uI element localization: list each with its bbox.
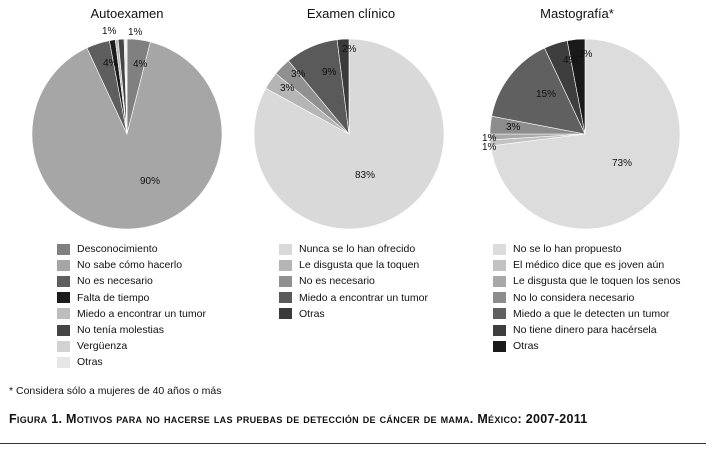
legend-item: Nunca se lo han ofrecido [279, 241, 428, 257]
legend-label: No sabe cómo hacerlo [77, 259, 183, 272]
legend-swatch [493, 340, 506, 352]
legend-label: Le disgusta que la toquen [299, 259, 420, 272]
legend-item: No tiene dinero para hacérsela [493, 322, 681, 338]
legend-item: Miedo a que le detecten un tumor [493, 306, 681, 322]
pie-label-no-lo-considera-necesario: 3% [506, 122, 521, 133]
legend-swatch [493, 275, 506, 287]
legend-item: Vergüenza [57, 338, 206, 354]
pie-label-no-tenia-molestias: 1% [128, 27, 143, 38]
pie-label-desconocimiento: 4% [133, 59, 148, 70]
chart-title-autoexamen: Autoexamen [90, 6, 164, 21]
legend-label: Miedo a encontrar un tumor [77, 307, 206, 320]
pie-autoexamen: 4% 90% 4% 1% 1% [31, 26, 223, 230]
legend-label: El médico dice que es joven aún [513, 259, 665, 272]
pie-slice-no-sabe-como-hacerlo [31, 41, 223, 230]
legend-swatch [57, 340, 70, 352]
legend-item: Le disgusta que la toquen [279, 257, 428, 273]
footnote: * Considera sólo a mujeres de 40 años o … [9, 385, 222, 397]
legend-examen-clinico: Nunca se lo han ofrecido Le disgusta que … [279, 241, 428, 322]
legend-swatch [57, 292, 70, 304]
legend-item: Otras [493, 338, 681, 354]
legend-label: Otras [513, 340, 539, 353]
legend-swatch [493, 292, 506, 304]
legend-label: Le disgusta que le toquen los senos [513, 275, 681, 288]
legend-swatch [279, 308, 292, 320]
legend-item: Miedo a encontrar un tumor [279, 290, 428, 306]
legend-label: Miedo a encontrar un tumor [299, 291, 428, 304]
legend-swatch [279, 243, 292, 255]
legend-item: Otras [279, 306, 428, 322]
legend-mastografia: No se lo han propuesto El médico dice que… [493, 241, 681, 354]
legend-item: Falta de tiempo [57, 290, 206, 306]
legend-item: Le disgusta que le toquen los senos [493, 273, 681, 289]
legend-item: Otras [57, 354, 206, 370]
legend-swatch [57, 259, 70, 271]
pie-label-no-tiene-dinero-para-hacersela: 4% [563, 55, 578, 66]
legend-label: No tenía molestias [77, 324, 164, 337]
legend-label: Vergüenza [77, 340, 128, 353]
legend-swatch [279, 292, 292, 304]
pie-label-miedo-a-que-le-detecten-un-tumor: 15% [536, 89, 556, 100]
legend-item: No sabe cómo hacerlo [57, 257, 206, 273]
figure-caption: Figura 1. Motivos para no hacerse las pr… [9, 412, 588, 426]
pie-label-nunca-se-lo-han-ofrecido: 83% [355, 170, 375, 181]
legend-label: Falta de tiempo [77, 291, 150, 304]
legend-swatch [57, 308, 70, 320]
pie-label-no-es-necesario: 4% [103, 58, 118, 69]
pie-label-no-se-lo-han-propuesto: 73% [612, 158, 632, 169]
pie-label-otras: 3% [578, 49, 593, 60]
pie-examen-clinico: 83% 3% 3% 9% 2% [253, 38, 445, 230]
legend-item: No se lo han propuesto [493, 241, 681, 257]
legend-item: El médico dice que es joven aún [493, 257, 681, 273]
legend-item: No es necesario [57, 273, 206, 289]
pie-label-falta-de-tiempo: 1% [102, 26, 117, 37]
pie-slice-otras [125, 38, 128, 135]
divider [0, 443, 706, 444]
legend-swatch [279, 275, 292, 287]
pie-label-el-medico-dice-que-es-joven-aun: 1% [482, 133, 497, 144]
pie-mastografia: 73%1%1%3%15%4%3% [482, 38, 681, 230]
pie-slice-miedo-a-que-le-detecten-un-tumor [491, 47, 586, 135]
legend-swatch [493, 243, 506, 255]
legend-label: Nunca se lo han ofrecido [299, 243, 416, 256]
legend-label: Miedo a que le detecten un tumor [513, 307, 670, 320]
legend-swatch [57, 324, 70, 336]
legend-item: No es necesario [279, 273, 428, 289]
legend-swatch [57, 243, 70, 255]
pie-label-no-es-necesario: 3% [291, 69, 306, 80]
legend-swatch [279, 259, 292, 271]
legend-swatch [493, 308, 506, 320]
legend-label: No lo considera necesario [513, 291, 635, 304]
legend-item: No tenía molestias [57, 322, 206, 338]
legend-label: No se lo han propuesto [513, 243, 622, 256]
legend-label: Otras [299, 307, 325, 320]
pie-label-le-disgusta-que-le-toquen-los-senos: 1% [482, 142, 497, 153]
legend-item: Miedo a encontrar un tumor [57, 306, 206, 322]
legend-label: Otras [77, 356, 103, 369]
chart-title-mastografia: Mastografía* [540, 6, 614, 21]
pie-slice-no-se-lo-han-propuesto [490, 38, 681, 230]
chart-title-examen-clinico: Examen clínico [306, 6, 396, 21]
legend-label: No es necesario [77, 275, 153, 288]
legend-label: No tiene dinero para hacérsela [513, 324, 657, 337]
pie-label-le-disgusta-que-la-toquen: 3% [280, 83, 295, 94]
legend-swatch [57, 356, 70, 368]
legend-label: Desconocimiento [77, 243, 158, 256]
legend-autoexamen: Desconocimiento No sabe cómo hacerlo No es… [57, 241, 206, 371]
legend-swatch [493, 324, 506, 336]
pie-slice-otras [566, 38, 586, 135]
pie-label-no-sabe-como-hacerlo: 90% [140, 176, 160, 187]
legend-item: Desconocimiento [57, 241, 206, 257]
pie-slice-otras [336, 38, 350, 135]
legend-swatch [57, 275, 70, 287]
pie-label-otras: 2% [342, 44, 357, 55]
pie-label-miedo-a-encontrar-un-tumor: 9% [322, 67, 337, 78]
legend-label: No es necesario [299, 275, 375, 288]
legend-item: No lo considera necesario [493, 290, 681, 306]
legend-swatch [493, 259, 506, 271]
